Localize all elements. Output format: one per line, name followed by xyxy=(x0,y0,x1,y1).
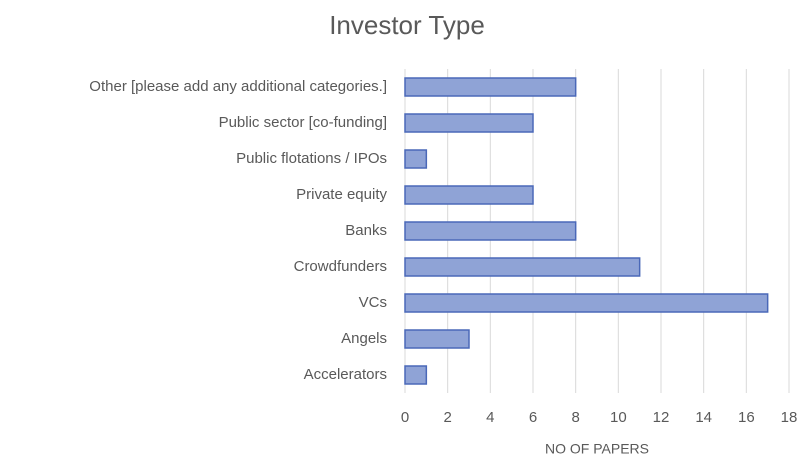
x-tick-label: 10 xyxy=(610,409,627,426)
x-tick-label: 14 xyxy=(695,409,712,426)
y-tick-label: Accelerators xyxy=(304,366,387,383)
bar xyxy=(404,149,428,169)
bar xyxy=(404,113,534,133)
x-tick-label: 2 xyxy=(443,409,451,426)
x-tick-label: 18 xyxy=(781,409,798,426)
y-tick-label: Public sector [co-funding] xyxy=(219,114,387,131)
x-tick-label: 0 xyxy=(401,409,409,426)
y-tick-label: Public flotations / IPOs xyxy=(236,150,387,167)
bar xyxy=(404,329,470,349)
bar xyxy=(404,257,641,277)
chart-title: Investor Type xyxy=(329,10,485,40)
x-tick-label: 4 xyxy=(486,409,494,426)
x-tick-label: 6 xyxy=(529,409,537,426)
bar xyxy=(404,77,577,97)
x-tick-label: 12 xyxy=(653,409,670,426)
bar xyxy=(404,365,428,385)
y-tick-label: VCs xyxy=(359,294,387,311)
x-tick-label: 8 xyxy=(571,409,579,426)
y-tick-label: Angels xyxy=(341,330,387,347)
y-tick-label: Private equity xyxy=(296,186,387,203)
bar xyxy=(404,185,534,205)
y-tick-label: Other [please add any additional categor… xyxy=(89,78,387,95)
x-tick-label: 16 xyxy=(738,409,755,426)
y-tick-label: Crowdfunders xyxy=(294,258,387,275)
y-tick-label: Banks xyxy=(345,222,387,239)
x-axis-label: NO OF PAPERS xyxy=(545,441,649,457)
bar xyxy=(404,293,769,313)
bar xyxy=(404,221,577,241)
